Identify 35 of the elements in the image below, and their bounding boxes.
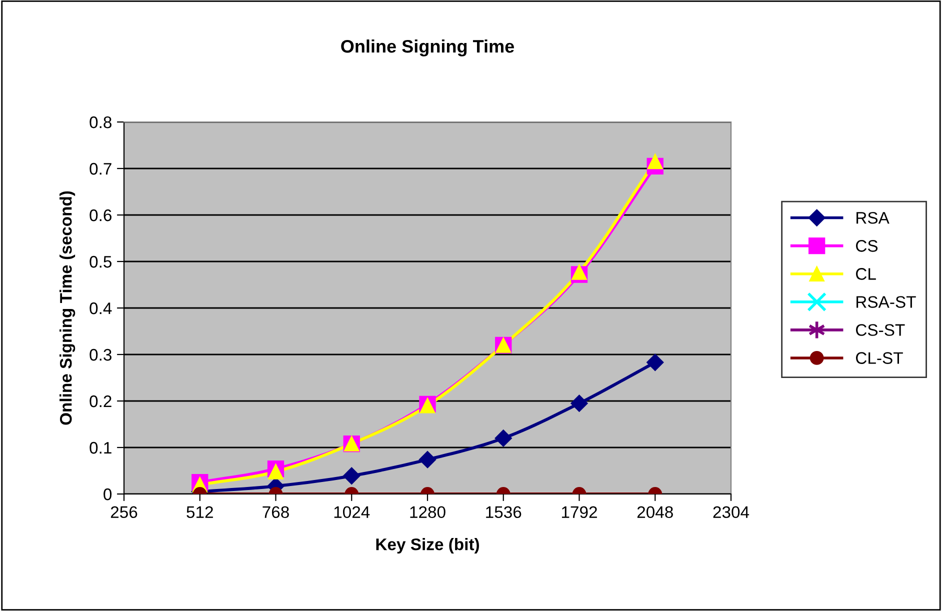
legend-label: CS-ST xyxy=(856,324,905,336)
y-tick-label: 0.5 xyxy=(90,256,112,268)
x-tick-label: 768 xyxy=(262,506,289,518)
y-tick-label: 0.2 xyxy=(90,395,112,408)
point xyxy=(572,264,587,280)
y-tick-label: 0.3 xyxy=(90,348,112,361)
legend-label: CL xyxy=(856,268,876,280)
point xyxy=(418,451,436,468)
point xyxy=(570,394,588,412)
y-tick-label: 0.6 xyxy=(90,209,112,222)
point xyxy=(268,464,284,480)
x-axis-title: Key Size (bit) xyxy=(376,538,479,554)
y-tick-label: 0.4 xyxy=(90,302,112,314)
y-tick-label: 0.7 xyxy=(90,162,112,175)
legend-label: CL-ST xyxy=(856,352,903,364)
x-tick-label: 2304 xyxy=(713,506,750,518)
point xyxy=(343,467,360,484)
x-tick-label: 1024 xyxy=(334,506,370,518)
y-tick-label: 0 xyxy=(104,488,112,500)
legend-label: RSA-ST xyxy=(856,296,916,308)
legend-label: RSA xyxy=(856,212,890,224)
x-tick-label: 2048 xyxy=(637,506,673,518)
y-axis-title: Online Signing Time (second) xyxy=(60,191,76,425)
point xyxy=(494,430,512,447)
x-tick-label: 1792 xyxy=(562,506,597,518)
chart-title: Online Signing Time xyxy=(341,39,514,56)
x-tick-label: 1536 xyxy=(486,506,522,518)
x-tick-label: 512 xyxy=(186,506,213,518)
x-tick-label: 256 xyxy=(110,506,138,518)
y-tick-label: 0.1 xyxy=(90,442,112,454)
point xyxy=(646,354,664,371)
y-tick-label: 0.8 xyxy=(90,116,112,128)
x-tick-label: 1280 xyxy=(410,506,446,518)
point xyxy=(647,154,663,170)
legend-label: CS xyxy=(856,240,878,252)
